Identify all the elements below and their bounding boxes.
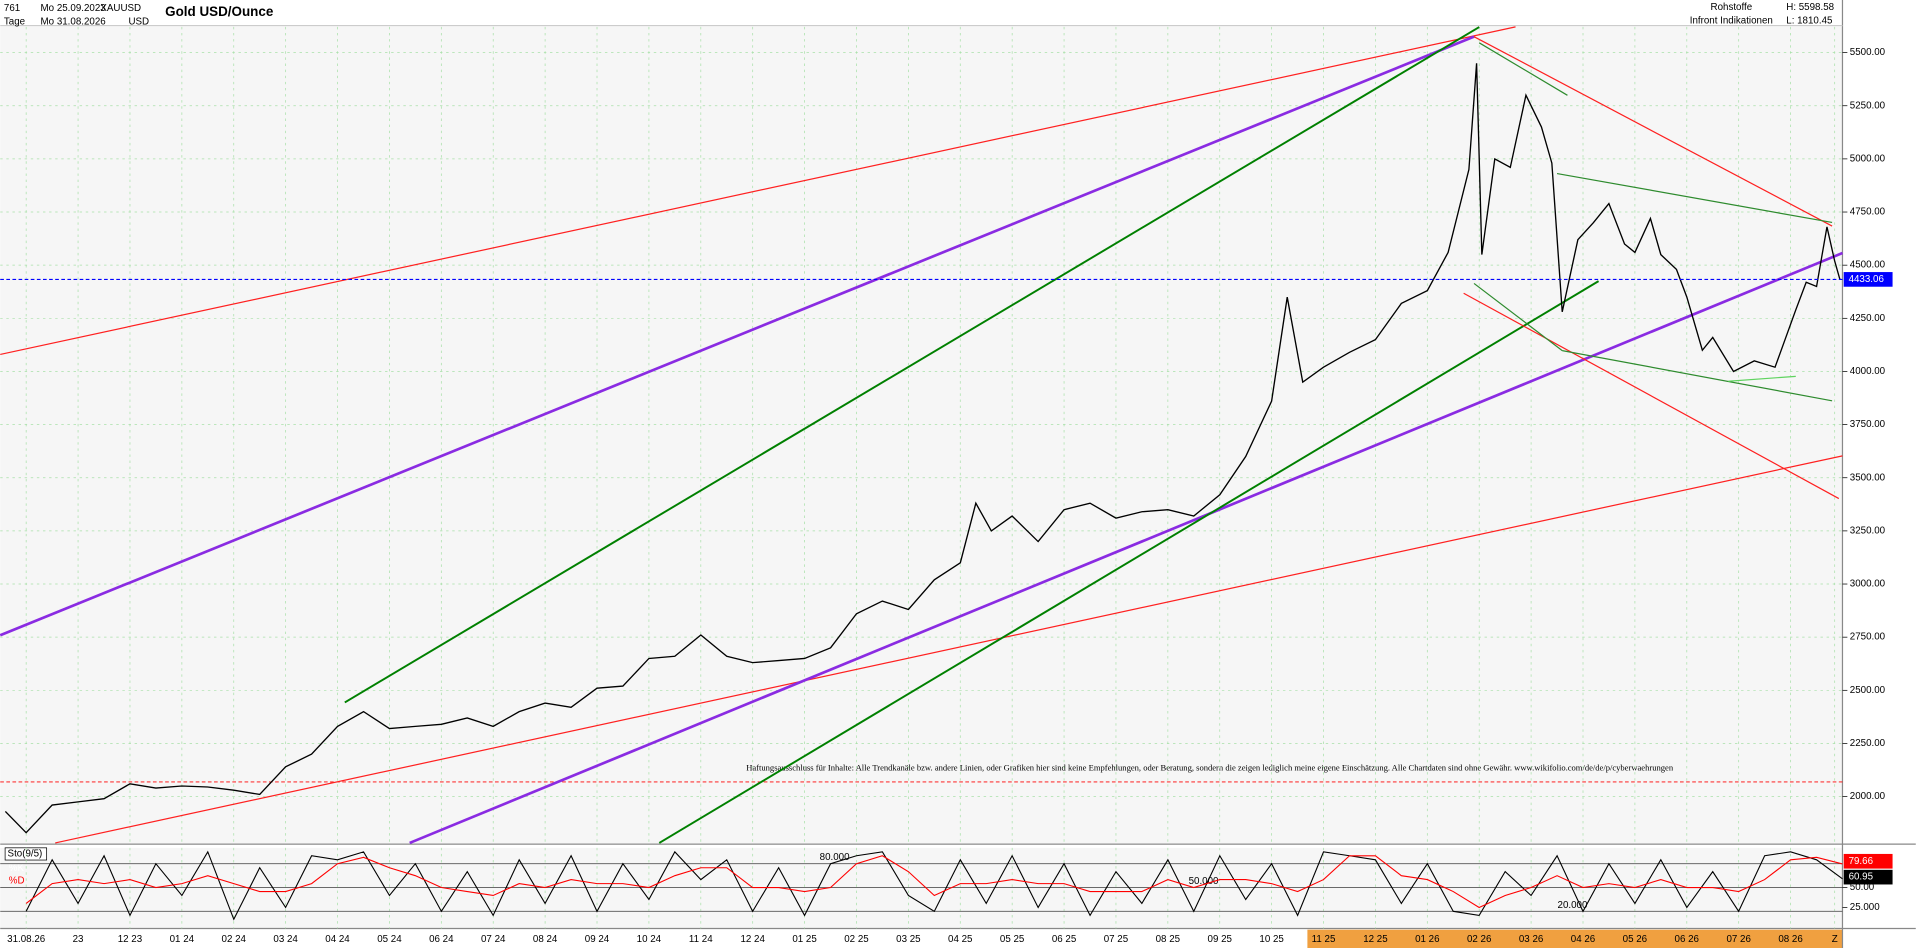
x-tick-label: 01 26: [1415, 934, 1439, 945]
y-tick-label: 50.00: [1850, 882, 1875, 893]
x-tick-label: 12 24: [740, 934, 765, 945]
period: Tage: [4, 17, 25, 28]
level-label: 20.000: [1558, 900, 1588, 911]
x-tick-label: 23: [73, 934, 84, 945]
trend-line: [1473, 282, 1563, 352]
group: Rohstoffe: [1711, 2, 1753, 13]
x-tick-label: 11 25: [1312, 934, 1336, 945]
x-tick-label: 11 24: [689, 934, 713, 945]
end-date: Mo 31.08.2026: [41, 17, 106, 28]
trend-line: [0, 35, 1475, 637]
y-tick-label: 4750.00: [1850, 207, 1886, 218]
indicator-title: Sto(9/5): [8, 849, 43, 860]
y-tick-label: 4500.00: [1850, 260, 1886, 271]
header: 761 Mo 25.09.2023 XAUUSD Tage Mo 31.08.2…: [4, 2, 1834, 28]
trend-line: [1562, 350, 1833, 402]
start-date: Mo 25.09.2023: [41, 3, 106, 14]
x-tick-label: 02 24: [222, 934, 247, 945]
x-tick-label: 08 25: [1156, 934, 1181, 945]
x-tick-label: 05 26: [1623, 934, 1647, 945]
x-tick-label: 10 25: [1259, 934, 1284, 945]
x-tick-label: 04 25: [948, 934, 973, 945]
y-tick-label: 3000.00: [1850, 579, 1886, 590]
trend-line: [1728, 375, 1796, 382]
x-tick-label: Z: [1832, 934, 1838, 945]
y-tick-label: 3500.00: [1850, 472, 1886, 483]
last-value-label: 60.95: [1849, 872, 1874, 883]
high: H: 5598.58: [1786, 2, 1834, 13]
x-tick-label: 04 26: [1571, 934, 1595, 945]
trend-line: [1463, 292, 1840, 500]
trend-line: [409, 251, 1843, 845]
x-tick-label: 05 24: [377, 934, 402, 945]
x-tick-label: 06 25: [1052, 934, 1077, 945]
x-tick-label: 08 24: [533, 934, 558, 945]
currency: USD: [128, 17, 149, 28]
price-line: [25, 850, 1843, 921]
y-tick-label: 2250.00: [1850, 738, 1886, 749]
x-tick-label: 02 26: [1467, 934, 1491, 945]
x-tick-label: 12 25: [1363, 934, 1388, 945]
x-tick-label: 09 25: [1208, 934, 1233, 945]
y-tick-label: 3750.00: [1850, 419, 1886, 430]
x-tick-label: 07 26: [1726, 934, 1750, 945]
level-label: 50.000: [1189, 876, 1219, 887]
last-value-box: [1843, 272, 1893, 287]
x-tick-label: 07 25: [1104, 934, 1129, 945]
x-tick-label: 08 26: [1778, 934, 1802, 945]
y-tick-label: 4250.00: [1850, 313, 1886, 324]
level-label: 80.000: [820, 852, 850, 863]
y-tick-label: 2750.00: [1850, 632, 1886, 643]
trend-line: [1473, 36, 1833, 227]
chart-id: 761: [4, 3, 20, 14]
low: L: 1810.45: [1786, 15, 1833, 26]
chart-title: Gold USD/Ounce: [165, 4, 273, 19]
trend-line: [0, 26, 1516, 356]
x-tick-label: 03 24: [273, 934, 298, 945]
legend-k: %K: [9, 863, 25, 874]
price-line: [4, 63, 1841, 834]
trend-line: [1556, 172, 1833, 224]
y-tick-label: 4000.00: [1850, 366, 1886, 377]
x-tick-label: 12 23: [118, 934, 142, 945]
last-value-label: 4433.06: [1849, 274, 1884, 285]
source: Infront Indikationen: [1690, 15, 1773, 26]
axis-highlight: [1307, 929, 1843, 948]
legend-d: %D: [9, 875, 25, 886]
y-tick-label: 25.000: [1850, 902, 1880, 913]
x-tick-label: 03 25: [896, 934, 921, 945]
last-value-box: [1843, 869, 1893, 885]
x-tick-label: 04 24: [325, 934, 350, 945]
x-tick-label: 03 26: [1519, 934, 1543, 945]
x-tick-label: 06 26: [1675, 934, 1699, 945]
y-tick-label: 5000.00: [1850, 153, 1886, 164]
x-tick-label: 01 25: [792, 934, 817, 945]
y-tick-label: 5250.00: [1850, 100, 1886, 111]
x-tick-label: 06 24: [429, 934, 454, 945]
trend-line: [1478, 42, 1568, 96]
x-tick-label: 07 24: [481, 934, 506, 945]
x-tick-label: 31.08.26: [7, 934, 45, 945]
trend-line: [344, 26, 1480, 704]
last-value-box: [1843, 853, 1893, 869]
x-tick-label: 09 24: [585, 934, 610, 945]
trend-line: [658, 280, 1600, 844]
trend-line: [55, 455, 1843, 844]
price-line: [25, 855, 1843, 909]
x-tick-label: 02 25: [844, 934, 869, 945]
y-tick-label: 2000.00: [1850, 791, 1886, 802]
plot-background: [0, 26, 1843, 843]
y-tick-label: 3250.00: [1850, 525, 1886, 536]
x-tick-label: 05 25: [1000, 934, 1025, 945]
y-tick-label: 2500.00: [1850, 685, 1886, 696]
symbol: XAUUSD: [100, 3, 141, 14]
y-tick-label: 5500.00: [1850, 47, 1886, 58]
last-value-label: 79.66: [1849, 856, 1873, 867]
x-tick-label: 10 24: [637, 934, 662, 945]
x-tick-label: 01 24: [170, 934, 195, 945]
disclaimer: Haftungsausschluss für Inhalte: Alle Tre…: [746, 762, 1674, 772]
stochastic-background: [0, 847, 1843, 929]
